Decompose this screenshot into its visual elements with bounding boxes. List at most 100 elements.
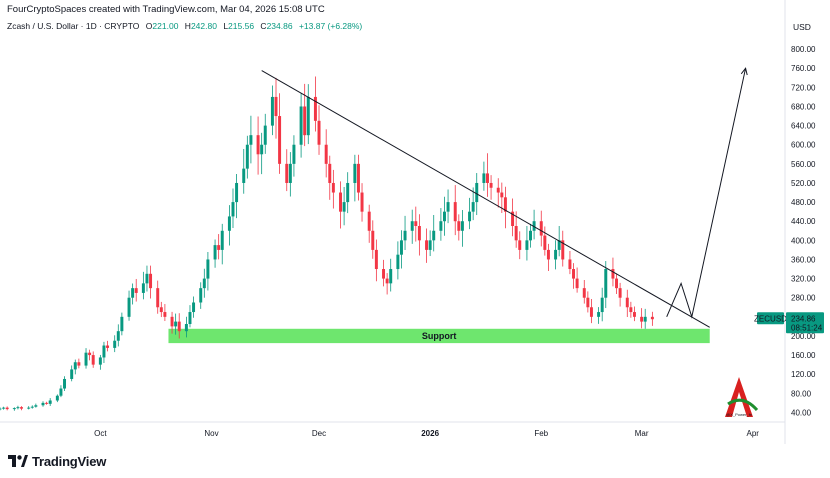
candle-body bbox=[159, 307, 163, 313]
candle-body bbox=[84, 352, 88, 366]
candle-body bbox=[102, 345, 106, 358]
candle-body bbox=[600, 297, 604, 313]
candle-body bbox=[177, 321, 181, 332]
candle-body bbox=[632, 312, 636, 317]
candle-body bbox=[486, 173, 489, 183]
price-tick-label: 280.00 bbox=[791, 294, 816, 303]
price-tick-label: 680.00 bbox=[791, 102, 816, 111]
candle-body bbox=[403, 230, 407, 241]
candle-body bbox=[48, 400, 52, 404]
candle-body bbox=[274, 96, 278, 117]
candle-body bbox=[231, 202, 235, 217]
price-tick-label: 760.00 bbox=[791, 64, 816, 73]
support-zone[interactable] bbox=[168, 328, 710, 344]
price-tick-label: 560.00 bbox=[791, 160, 816, 169]
candle-body bbox=[73, 362, 77, 370]
watermark-letter-shape bbox=[725, 377, 753, 417]
currency-label[interactable]: USD bbox=[793, 22, 811, 32]
candle-body bbox=[382, 269, 386, 279]
price-tick-label: 40.00 bbox=[791, 408, 812, 417]
candle-body bbox=[324, 144, 328, 164]
price-tag-countdown: 08:51:24 bbox=[791, 323, 823, 332]
candle-body bbox=[34, 405, 38, 407]
candle-body bbox=[20, 407, 23, 409]
candle-body bbox=[245, 144, 249, 169]
candle-body bbox=[554, 249, 558, 260]
candle-body bbox=[643, 316, 647, 322]
candle-body bbox=[575, 278, 579, 289]
candle-body bbox=[77, 362, 81, 366]
candle-body bbox=[618, 288, 622, 298]
candle-body bbox=[16, 407, 20, 409]
candle-body bbox=[106, 345, 110, 348]
candle-body bbox=[346, 182, 350, 203]
candle-body bbox=[174, 321, 178, 327]
candle-body bbox=[410, 221, 414, 231]
candle-body bbox=[453, 202, 457, 222]
price-tick-label: 600.00 bbox=[791, 141, 816, 150]
candle-body bbox=[572, 269, 576, 279]
candle-body bbox=[249, 135, 253, 145]
candle-body bbox=[113, 340, 117, 348]
candle-body bbox=[188, 312, 192, 324]
brand-name: TradingView bbox=[32, 453, 107, 469]
candle-body bbox=[0, 408, 2, 410]
close-value: 234.86 bbox=[266, 21, 293, 31]
candle-body bbox=[428, 240, 432, 250]
candle-body bbox=[399, 240, 403, 255]
symbol-title[interactable]: Zcash / U.S. Dollar · 1D · CRYPTO bbox=[7, 21, 140, 31]
candles-layer bbox=[0, 76, 654, 411]
candle-body bbox=[342, 202, 346, 212]
candle-body bbox=[55, 395, 59, 401]
candle-body bbox=[220, 230, 224, 250]
candle-body bbox=[353, 163, 357, 183]
candle-body bbox=[525, 240, 529, 250]
candle-body bbox=[446, 202, 450, 212]
trendline[interactable] bbox=[261, 70, 710, 328]
candle-body bbox=[12, 408, 16, 410]
candle-body bbox=[134, 288, 138, 293]
candle-body bbox=[59, 388, 63, 396]
candle-body bbox=[288, 163, 292, 183]
price-tag-symbol-bg bbox=[757, 312, 784, 325]
price-tag: ZECUSD 234.86 08:51:24 bbox=[754, 312, 824, 334]
time-tick-label: Oct bbox=[94, 429, 107, 438]
price-tick-label: 360.00 bbox=[791, 255, 816, 264]
candle-body bbox=[604, 269, 608, 298]
candle-body bbox=[63, 378, 67, 389]
candle-body bbox=[156, 288, 160, 308]
candle-body bbox=[539, 221, 543, 236]
candle-body bbox=[270, 96, 274, 126]
open-label: O bbox=[145, 21, 153, 31]
candle-body bbox=[227, 216, 231, 231]
price-tick-label: 440.00 bbox=[791, 217, 816, 226]
support-label: Support bbox=[422, 331, 457, 341]
candle-body bbox=[299, 106, 303, 145]
candle-body bbox=[170, 316, 174, 327]
time-axis[interactable]: Oct Nov Dec 2026 Feb Mar Apr bbox=[94, 429, 759, 438]
candle-body bbox=[30, 406, 34, 408]
price-tick-label: 400.00 bbox=[791, 236, 816, 245]
candle-body bbox=[625, 297, 629, 308]
chart-credit: FourCryptoSpaces created with TradingVie… bbox=[7, 4, 325, 15]
candle-body bbox=[460, 221, 464, 231]
candle-body bbox=[98, 357, 102, 365]
candle-body bbox=[417, 226, 421, 241]
time-tick-label: Mar bbox=[635, 429, 649, 438]
candle-body bbox=[611, 269, 615, 279]
candle-body bbox=[425, 240, 429, 250]
symbol-legend: Zcash / U.S. Dollar · 1D · CRYPTO O221.0… bbox=[7, 21, 362, 31]
candle-body bbox=[389, 269, 393, 284]
candle-body bbox=[503, 197, 507, 212]
candle-body bbox=[5, 407, 9, 410]
candle-body bbox=[260, 144, 264, 155]
candle-body bbox=[529, 230, 532, 241]
tradingview-brand[interactable]: TradingView bbox=[8, 452, 106, 470]
candle-body bbox=[88, 352, 92, 356]
projection-path[interactable] bbox=[666, 68, 747, 319]
candle-body bbox=[120, 316, 124, 332]
price-axis[interactable]: 40.0080.00120.00160.00200.00240.00280.00… bbox=[791, 45, 816, 417]
candle-body bbox=[500, 192, 504, 198]
candle-body bbox=[371, 230, 375, 250]
